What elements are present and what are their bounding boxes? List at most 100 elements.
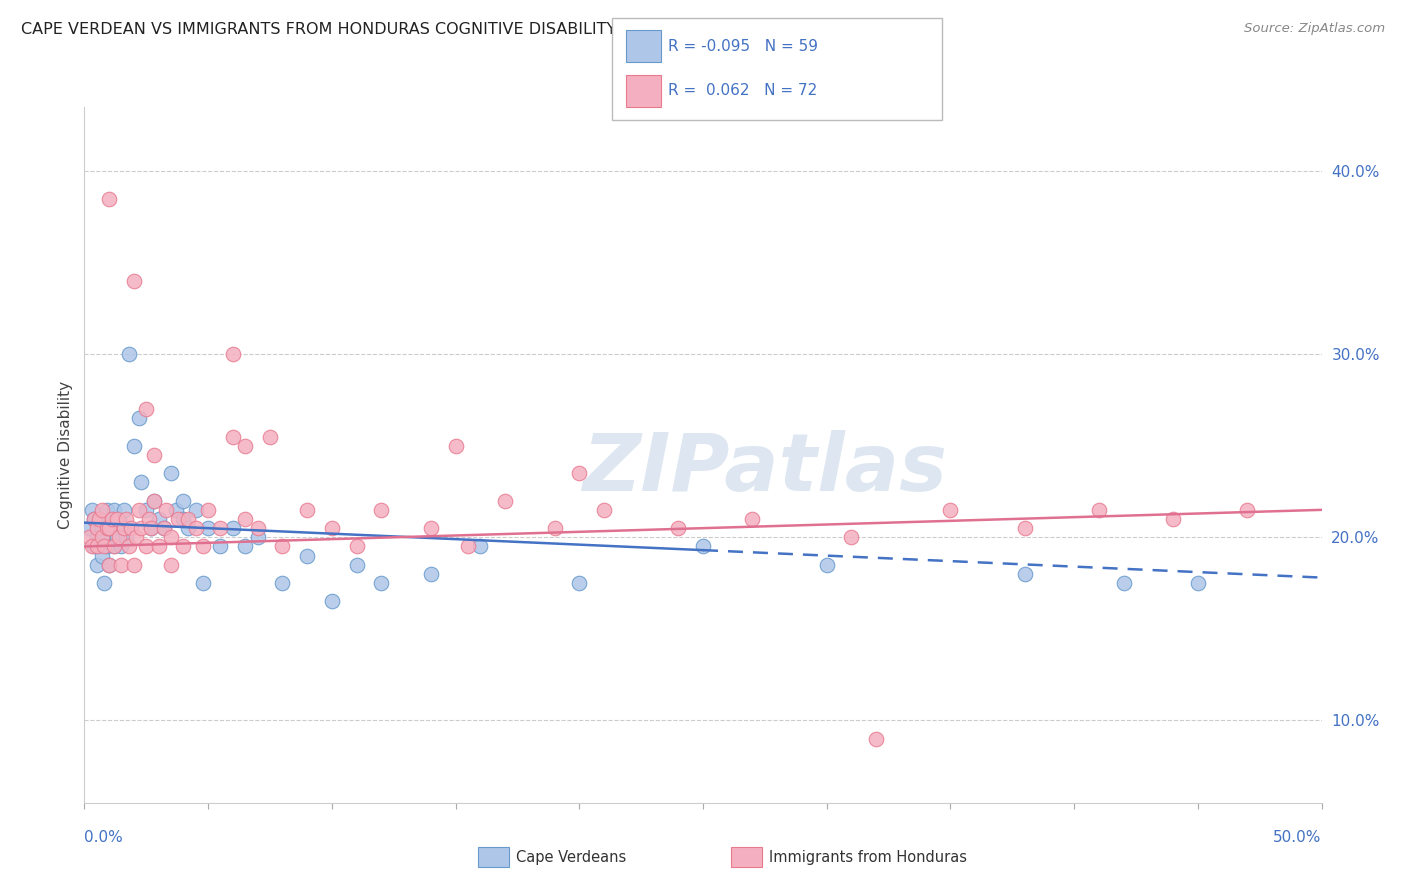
Point (1088, 503, 1111, 517)
Point (122, 439, 145, 453)
Point (100, 512, 122, 526)
Point (93, 540, 115, 554)
Point (135, 503, 157, 517)
Point (271, 540, 294, 554)
Point (222, 521, 245, 535)
Text: ZIPatlas: ZIPatlas (582, 430, 948, 508)
Point (89, 512, 111, 526)
Point (141, 521, 163, 535)
Point (1112, 576, 1135, 591)
Text: R =  0.062   N = 72: R = 0.062 N = 72 (668, 84, 817, 98)
Point (86, 521, 108, 535)
Point (128, 503, 150, 517)
Point (112, 503, 135, 517)
Point (122, 558, 145, 572)
Text: CAPE VERDEAN VS IMMIGRANTS FROM HONDURAS COGNITIVE DISABILITY CORRELATION CHART: CAPE VERDEAN VS IMMIGRANTS FROM HONDURAS… (21, 22, 794, 37)
Point (1161, 512, 1184, 526)
Point (370, 503, 392, 517)
Point (155, 503, 177, 517)
Point (148, 512, 170, 526)
Point (209, 521, 232, 535)
Point (142, 493, 165, 508)
Point (86, 540, 108, 554)
Point (142, 448, 165, 462)
Text: Immigrants from Honduras: Immigrants from Honduras (769, 850, 967, 864)
Point (115, 530, 138, 544)
Point (160, 467, 183, 481)
Text: Source: ZipAtlas.com: Source: ZipAtlas.com (1244, 22, 1385, 36)
Point (184, 503, 207, 517)
Point (90, 530, 112, 544)
Point (167, 512, 190, 526)
Point (197, 503, 219, 517)
Text: Cape Verdeans: Cape Verdeans (516, 850, 626, 864)
Point (90, 503, 112, 517)
Point (246, 521, 269, 535)
Point (494, 493, 516, 508)
Point (295, 549, 318, 563)
Point (141, 521, 163, 535)
Point (543, 521, 565, 535)
Point (568, 467, 591, 481)
Point (741, 512, 763, 526)
Point (108, 530, 131, 544)
Text: 0.0%: 0.0% (84, 830, 124, 845)
Point (160, 558, 183, 572)
Point (593, 503, 616, 517)
Point (259, 429, 281, 443)
Point (172, 540, 194, 554)
Point (177, 521, 200, 535)
Point (841, 530, 863, 544)
Point (1236, 503, 1258, 517)
Point (321, 594, 343, 608)
Point (90, 521, 112, 535)
Point (93, 576, 115, 591)
Point (129, 475, 152, 490)
Point (96, 521, 118, 535)
Text: R = -0.095   N = 59: R = -0.095 N = 59 (668, 39, 818, 54)
Point (295, 503, 318, 517)
Point (321, 521, 343, 535)
Point (172, 493, 194, 508)
Point (152, 521, 174, 535)
Point (177, 512, 200, 526)
Point (83, 540, 105, 554)
Point (125, 530, 148, 544)
Point (444, 439, 467, 453)
Point (135, 540, 157, 554)
Point (148, 540, 170, 554)
Point (108, 512, 131, 526)
Point (103, 540, 125, 554)
Point (128, 411, 150, 425)
Point (110, 521, 132, 535)
Point (666, 521, 689, 535)
Point (98, 521, 121, 535)
Point (233, 439, 256, 453)
Point (100, 512, 122, 526)
Point (271, 576, 294, 591)
Point (419, 566, 441, 581)
Point (122, 274, 145, 288)
Point (135, 402, 157, 417)
Point (90, 549, 112, 563)
Point (865, 731, 887, 746)
Point (83, 512, 105, 526)
Point (1014, 566, 1036, 581)
Point (1014, 521, 1036, 535)
Point (79, 530, 101, 544)
Y-axis label: Cognitive Disability: Cognitive Disability (58, 381, 73, 529)
Point (112, 521, 135, 535)
Point (692, 540, 714, 554)
Point (197, 521, 219, 535)
Point (191, 540, 214, 554)
Point (96, 503, 118, 517)
Text: 50.0%: 50.0% (1274, 830, 1322, 845)
Point (346, 558, 368, 572)
Point (129, 521, 152, 535)
Point (233, 540, 256, 554)
Point (419, 521, 441, 535)
Point (118, 540, 141, 554)
Point (98, 192, 121, 206)
Point (346, 540, 368, 554)
Point (1187, 576, 1209, 591)
